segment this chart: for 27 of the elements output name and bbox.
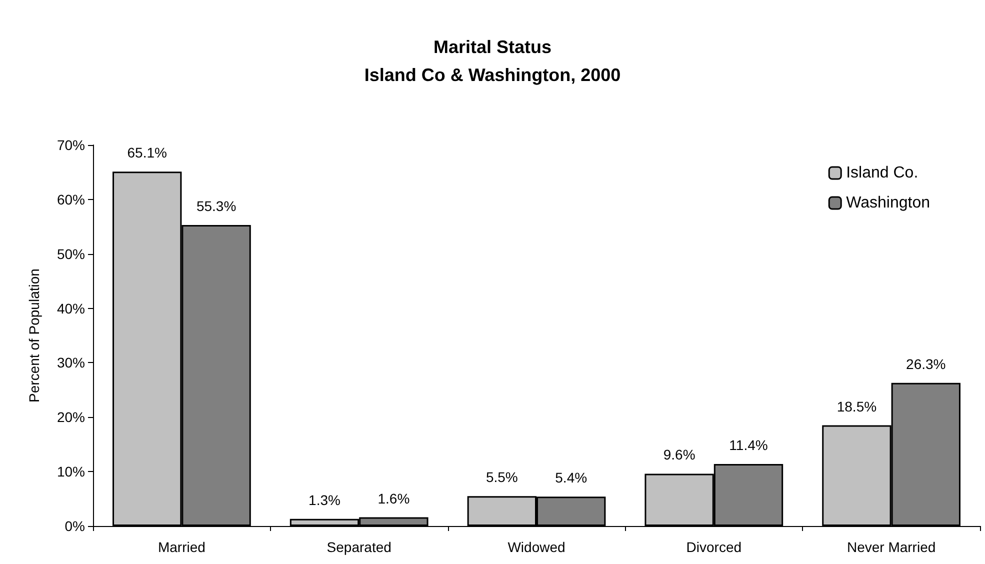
y-tick-label: 50%	[56, 246, 85, 262]
data-label: 26.3%	[906, 356, 946, 372]
x-tick-label: Married	[158, 539, 206, 555]
y-tick-label: 10%	[56, 464, 85, 480]
y-tick-label: 20%	[56, 409, 85, 426]
y-tick-label: 70%	[56, 137, 85, 153]
x-tick-label: Widowed	[508, 539, 566, 555]
x-tick-label: Never Married	[846, 539, 936, 555]
data-label: 55.3%	[196, 198, 236, 214]
data-label: 9.6%	[663, 446, 696, 463]
chart-title: Marital Status Island Co & Washington, 2000	[364, 37, 621, 85]
data-label: 11.4%	[729, 436, 768, 453]
data-label: 5.5%	[486, 469, 518, 486]
x-tick-label: Divorced	[686, 539, 742, 555]
legend-label: Washington	[846, 194, 930, 212]
y-tick-label: 60%	[56, 191, 85, 208]
data-label: 65.1%	[127, 144, 167, 161]
legend-label: Island Co.	[846, 164, 918, 182]
y-tick-label: 0%	[64, 518, 85, 534]
x-tick-label: Separated	[326, 539, 392, 555]
data-label: 18.5%	[836, 398, 877, 414]
y-tick-label: 30%	[56, 354, 85, 371]
data-label: 1.3%	[308, 492, 340, 508]
data-label: 1.6%	[378, 490, 410, 506]
y-tick-label: 40%	[56, 300, 85, 316]
data-label: 5.4%	[555, 470, 588, 486]
y-axis-title: Percent of Population	[26, 268, 42, 402]
